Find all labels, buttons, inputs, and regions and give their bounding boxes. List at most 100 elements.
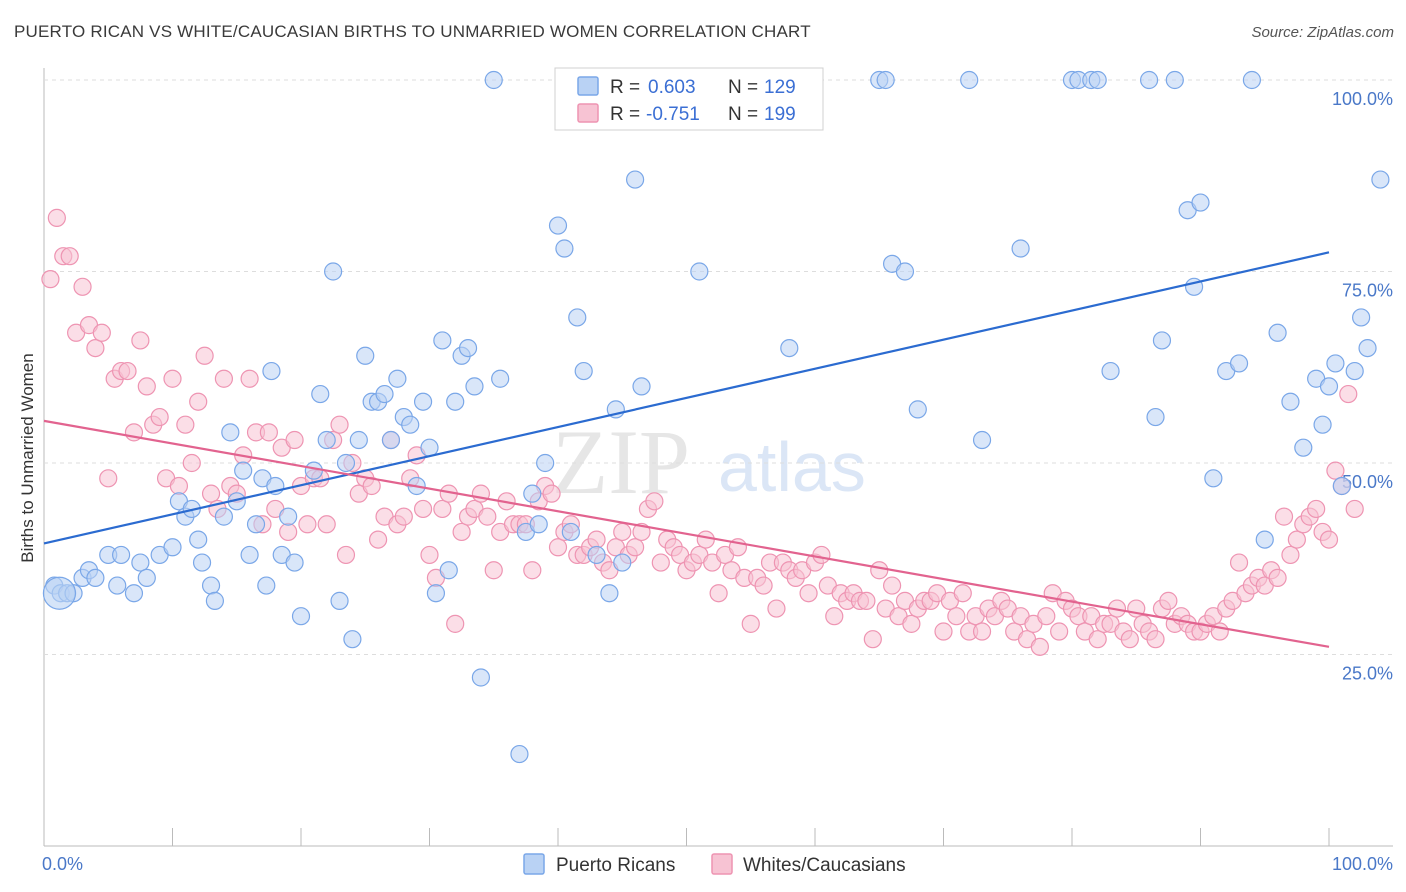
point-whites-caucasians (41, 270, 60, 289)
point-whites-caucasians (1307, 499, 1326, 519)
point-puerto-ricans (484, 70, 503, 90)
point-puerto-ricans (205, 591, 225, 610)
legend-r-value-1: 0.603 (648, 77, 696, 98)
point-puerto-ricans (1101, 361, 1120, 381)
point-puerto-ricans (1371, 170, 1390, 189)
point-whites-caucasians (812, 545, 831, 565)
point-whites-caucasians (1229, 553, 1249, 572)
point-puerto-ricans (536, 453, 555, 473)
point-puerto-ricans (568, 308, 587, 327)
point-whites-caucasians (369, 530, 388, 549)
point-whites-caucasians (1088, 630, 1107, 649)
point-puerto-ricans (780, 339, 799, 358)
point-puerto-ricans (330, 591, 349, 610)
point-puerto-ricans (510, 744, 529, 764)
point-puerto-ricans (401, 415, 420, 434)
legend-r-label-1: R = (610, 77, 640, 98)
watermark-zip: ZIP (552, 411, 690, 513)
point-puerto-ricans (111, 545, 131, 565)
legend-r-value-2: -0.751 (646, 104, 700, 125)
point-whites-caucasians (446, 614, 465, 633)
point-puerto-ricans (1229, 354, 1249, 373)
point-whites-caucasians (478, 507, 497, 526)
point-puerto-ricans (388, 369, 407, 388)
point-whites-caucasians (484, 561, 503, 580)
point-whites-caucasians (131, 331, 150, 350)
point-whites-caucasians (523, 561, 542, 580)
point-whites-caucasians (279, 522, 298, 542)
point-puerto-ricans (1191, 193, 1210, 212)
point-puerto-ricans (433, 331, 452, 350)
point-whites-caucasians (857, 591, 876, 610)
point-puerto-ricans (491, 369, 510, 388)
point-puerto-ricans (690, 262, 709, 281)
point-whites-caucasians (1339, 384, 1358, 404)
point-puerto-ricans (349, 430, 368, 450)
point-whites-caucasians (99, 469, 118, 488)
point-whites-caucasians (1326, 461, 1345, 480)
point-puerto-ricans (426, 584, 446, 603)
point-whites-caucasians (651, 553, 670, 572)
legend-swatch-blue (577, 76, 599, 96)
point-puerto-ricans (632, 377, 651, 396)
point-puerto-ricans (1146, 407, 1165, 427)
point-whites-caucasians (542, 484, 561, 503)
point-puerto-ricans (458, 339, 478, 358)
point-whites-caucasians (413, 499, 433, 519)
point-whites-caucasians (972, 622, 992, 641)
point-puerto-ricans (1358, 339, 1377, 358)
bottom-legend-label-pink: Whites/Caucasians (743, 855, 906, 876)
point-puerto-ricans-cluster (42, 576, 77, 610)
point-puerto-ricans (555, 239, 574, 258)
point-whites-caucasians (163, 369, 182, 388)
point-whites-caucasians (741, 614, 760, 633)
point-puerto-ricans (124, 584, 144, 603)
point-puerto-ricans (1326, 354, 1345, 373)
point-whites-caucasians (433, 499, 452, 519)
point-whites-caucasians (882, 576, 902, 595)
point-whites-caucasians (709, 584, 728, 603)
point-puerto-ricans (1204, 469, 1223, 488)
point-whites-caucasians (330, 415, 349, 434)
series-legend: Puerto Ricans Whites/Caucasians (523, 853, 906, 876)
x-tick-label-right: 100.0% (1332, 854, 1393, 874)
point-puerto-ricans (1352, 308, 1371, 327)
point-puerto-ricans (548, 216, 568, 235)
legend-n-label-1: N = (728, 77, 758, 98)
point-whites-caucasians (214, 369, 233, 388)
point-whites-caucasians (137, 377, 156, 396)
point-whites-caucasians (1268, 568, 1287, 588)
point-whites-caucasians (613, 522, 632, 542)
point-puerto-ricans (1242, 70, 1262, 90)
point-whites-caucasians (696, 530, 715, 549)
point-whites-caucasians (317, 515, 336, 534)
point-puerto-ricans (240, 545, 259, 565)
point-whites-caucasians (645, 492, 664, 511)
point-puerto-ricans (192, 553, 212, 572)
point-whites-caucasians (1146, 630, 1165, 649)
point-whites-caucasians (195, 346, 214, 365)
point-puerto-ricans (1332, 476, 1351, 496)
point-puerto-ricans (257, 576, 276, 595)
point-whites-caucasians (953, 584, 972, 603)
point-puerto-ricans (336, 453, 356, 473)
point-puerto-ricans (439, 561, 458, 580)
point-whites-caucasians (947, 607, 966, 626)
point-puerto-ricans (343, 630, 362, 649)
point-puerto-ricans (137, 568, 156, 588)
point-puerto-ricans (1345, 361, 1364, 381)
point-puerto-ricans (876, 70, 895, 90)
point-whites-caucasians (60, 247, 79, 266)
point-whites-caucasians (799, 584, 818, 603)
point-puerto-ricans (972, 430, 992, 450)
point-puerto-ricans (465, 377, 484, 396)
point-whites-caucasians (47, 208, 66, 227)
point-whites-caucasians (767, 599, 786, 618)
point-puerto-ricans (285, 553, 304, 572)
x-tick-label-left: 0.0% (42, 854, 83, 874)
point-puerto-ricans (561, 522, 580, 542)
point-puerto-ricans (1255, 530, 1274, 549)
point-puerto-ricans (625, 170, 645, 189)
y-tick-label: 25.0% (1342, 664, 1393, 684)
point-whites-caucasians (902, 614, 921, 633)
